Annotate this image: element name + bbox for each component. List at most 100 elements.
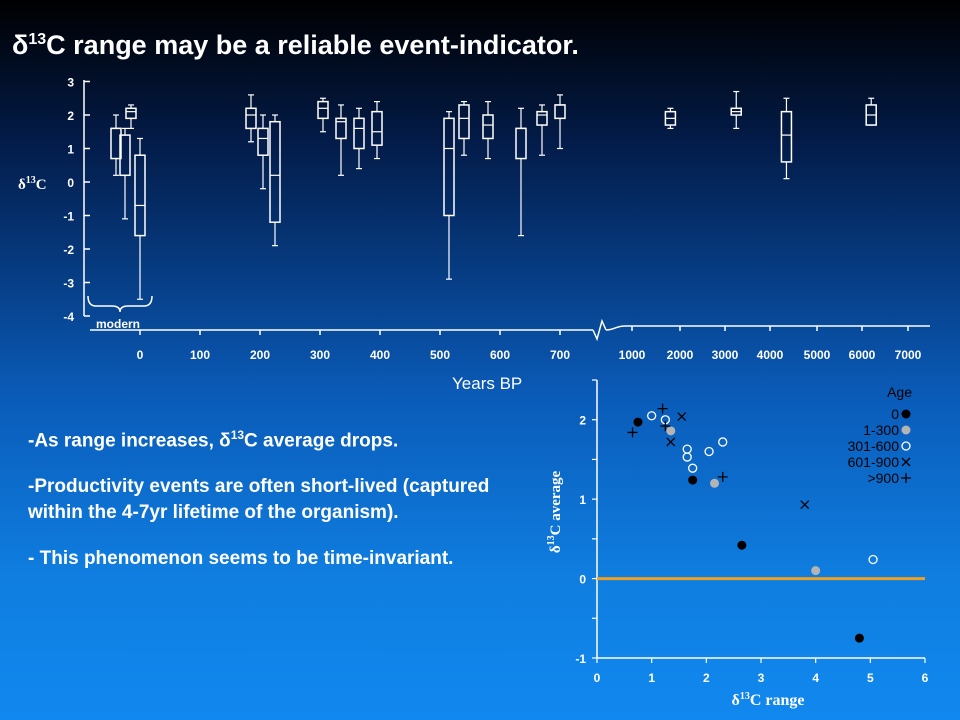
scatter-point [688,475,698,485]
scatter-point [717,471,728,482]
scatter-x-tick-label: 2 [703,671,710,685]
x-tick-label: 500 [430,348,450,362]
box-iqr [458,104,470,140]
x-tick-label: 2000 [667,348,694,362]
scatter-point [800,500,810,510]
box-iqr [443,117,455,217]
box-plot [353,107,365,170]
scatter-point [660,415,670,425]
scatter-point [682,452,692,462]
scatter-y-tick-label: 2 [579,414,586,428]
scatter-x-axis-label: δ13C range [732,691,805,709]
box-iqr [257,127,269,156]
box-plot [482,100,494,160]
x-tick-label: 100 [190,348,210,362]
x-tick-label: 4000 [757,348,784,362]
x-tick-label: 6000 [849,348,876,362]
bullet-1: -As range increases, δ13C average drops. [28,428,399,452]
scatter-point [677,412,687,421]
scatter-series [627,403,728,482]
y-tick-label: 1 [67,143,74,157]
box-plot [110,114,122,176]
scatter-x-tick-label: 3 [758,671,765,685]
box-iqr [482,114,494,140]
y-tick-label: 0 [67,176,74,190]
scatter-y-axis-label: δ13C average [546,470,564,553]
bullet-list: -As range increases, δ13C average drops.… [28,422,508,592]
x-tick-label: 7000 [895,348,922,362]
box-iqr [353,117,365,150]
box-plot-chart: 3 2 1 0 -1 -2 -3 -4 δ13C 0 100 200 300 400 500 600 700 10… [0,0,960,400]
scatter-point [854,633,864,643]
x-axis-label-years: Years BP [452,374,523,393]
legend-label: 601-900 [848,454,900,470]
legend-label: >900 [867,470,899,486]
box-iqr [515,127,527,160]
scatter-x-tick-label: 5 [867,671,874,685]
box-iqr [780,110,793,163]
scatter-series [666,426,821,576]
box-plot [515,107,527,237]
x-tick-label: 300 [310,348,330,362]
scatter-point [666,437,676,447]
box-plot [317,97,329,133]
scatter-point [704,446,714,457]
y-tick-label: 3 [67,76,74,90]
box-iqr [269,120,281,223]
y-tick-label: -1 [63,210,74,224]
scatter-point [737,540,747,550]
scatter-point [666,426,676,436]
slide-title: δ13C range may be a reliable event-indic… [12,30,579,60]
scatter-point [660,421,671,432]
x-axis-break [592,318,607,342]
bullet-2: -Productivity events are often short-liv… [28,476,490,524]
box-iqr [335,117,347,140]
scatter-x-tick-label: 4 [812,671,819,685]
y-tick-label: -3 [63,277,74,291]
legend-marker [901,409,911,419]
scatter-point [718,437,728,447]
box-plot [257,114,269,190]
x-tick-label: 3000 [712,348,739,362]
scatter-y-tick-label: 0 [579,573,586,587]
box-iqr [125,107,137,120]
legend-label: 301-600 [848,438,900,454]
x-tick-label: 0 [137,348,144,362]
scatter-point [688,463,698,473]
legend-marker [901,457,911,467]
modern-brace [87,295,153,313]
x-tick-label: 5000 [804,348,831,362]
bullet-3: - This phenomenon seems to be time-invar… [28,548,454,570]
box-plot [119,127,131,220]
scatter-point [682,444,692,454]
box-plot [125,104,137,129]
modern-annotation: modern [96,317,140,331]
box-plot [664,107,677,129]
box-plot [458,100,470,156]
scatter-series [633,417,864,643]
legend-marker [901,425,911,435]
box-plot [554,94,566,150]
scatter-point [811,566,821,576]
box-plot [245,94,257,143]
box-iqr [134,154,146,237]
scatter-point [647,411,657,421]
legend-label: 0 [891,406,899,422]
x-tick-label: 1000 [619,348,646,362]
box-plot [730,90,742,129]
x-tick-label: 600 [490,348,510,362]
box-iqr [554,104,566,120]
box-iqr [317,100,329,120]
box-iqr [245,107,257,130]
scatter-y-tick-label: -1 [575,652,586,666]
box-plot [134,137,146,300]
scatter-point [657,403,668,414]
box-plot [865,97,877,126]
legend-marker [901,473,911,483]
box-iqr [536,110,548,126]
y-tick-label: 2 [67,109,74,123]
scatter-series [647,411,878,565]
y-tick-label: -2 [63,243,74,257]
x-tick-label: 700 [550,348,570,362]
y-tick-label: -4 [63,310,74,324]
